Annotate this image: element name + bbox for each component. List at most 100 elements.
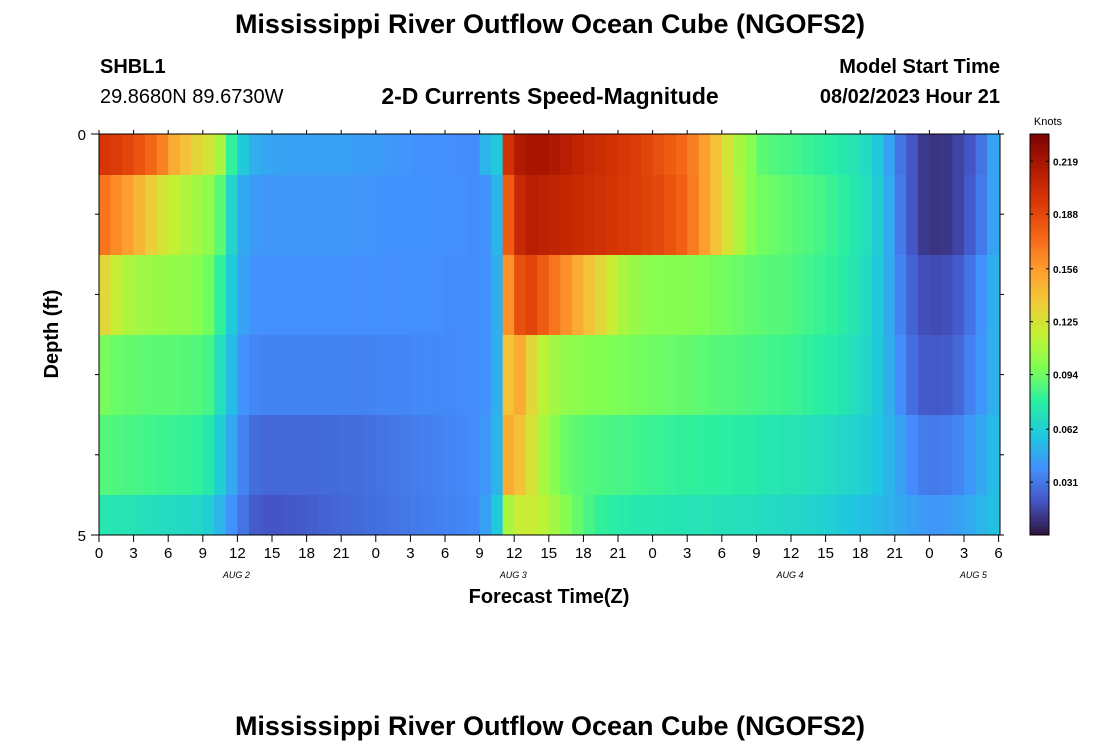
colorbar-segment <box>1030 434 1049 439</box>
heatmap-cell <box>733 175 746 255</box>
heatmap-cell <box>848 175 861 255</box>
heatmap-cell <box>375 134 388 175</box>
heatmap-cell <box>641 335 654 415</box>
heatmap-cell <box>756 175 769 255</box>
heatmap-cell <box>433 335 446 415</box>
heatmap-cell <box>779 134 792 175</box>
colorbar-segment <box>1030 217 1049 222</box>
heatmap-cell <box>99 175 100 255</box>
heatmap-cell <box>260 495 273 535</box>
heatmap-cell <box>202 335 215 415</box>
heatmap-cell <box>1010 495 1022 535</box>
heatmap-cell <box>133 175 146 255</box>
heatmap-cell <box>1091 134 1100 175</box>
heatmap-cell <box>894 335 907 415</box>
colorbar-segment <box>1030 294 1049 299</box>
heatmap-cell <box>1091 255 1100 335</box>
heatmap-cell <box>618 255 631 335</box>
heatmap-cell <box>156 335 169 415</box>
x-tick-label: 18 <box>298 545 315 562</box>
heatmap-cell <box>99 255 112 335</box>
heatmap-cell <box>975 335 988 415</box>
heatmap-cell <box>1010 415 1022 495</box>
heatmap-cell <box>272 255 285 335</box>
heatmap-cell <box>456 134 469 175</box>
heatmap-cell <box>583 175 596 255</box>
heatmap-cell <box>133 415 146 495</box>
colorbar-segment <box>1030 344 1049 349</box>
heatmap-cell <box>641 495 654 535</box>
colorbar-segment <box>1030 234 1049 239</box>
heatmap-cell <box>733 134 746 175</box>
heatmap-cell <box>687 255 700 335</box>
heatmap-cell <box>964 415 977 495</box>
page-title: Mississippi River Outflow Ocean Cube (NG… <box>234 9 866 39</box>
heatmap-cell <box>894 255 907 335</box>
heatmap-cell <box>99 134 100 175</box>
heatmap-cell <box>560 495 573 535</box>
colorbar-segment <box>1030 287 1049 292</box>
heatmap-cell <box>929 495 942 535</box>
x-tick-label: 15 <box>540 545 557 562</box>
heatmap-cell <box>744 495 757 535</box>
heatmap-cell <box>306 134 319 175</box>
heatmap-cell <box>975 134 988 175</box>
colorbar-tick-label: 0.188 <box>1053 210 1078 221</box>
heatmap-cell <box>456 255 469 335</box>
heatmap-cell <box>214 255 227 335</box>
colorbar-segment <box>1030 371 1049 376</box>
heatmap-cell <box>1079 255 1091 335</box>
heatmap-cell <box>675 255 688 335</box>
heatmap-cell <box>479 255 492 335</box>
heatmap-cell <box>468 175 481 255</box>
heatmap-cell <box>860 335 873 415</box>
heatmap-cell <box>906 134 919 175</box>
colorbar-segment <box>1030 397 1049 402</box>
colorbar-segment <box>1030 464 1049 469</box>
heatmap-cell <box>652 175 665 255</box>
heatmap-cell <box>906 255 919 335</box>
colorbar-segment <box>1030 154 1049 158</box>
heatmap-cell <box>837 335 850 415</box>
colorbar-segment <box>1030 337 1049 342</box>
heatmap-cell <box>502 415 515 495</box>
heatmap-cell <box>871 415 884 495</box>
colorbar-segment <box>1030 504 1049 509</box>
colorbar-segment <box>1030 484 1049 489</box>
colorbar-segment <box>1030 347 1049 352</box>
heatmap-cell <box>1056 134 1068 175</box>
heatmap-cell <box>295 134 308 175</box>
y-tick-label: 5 <box>78 528 86 545</box>
heatmap-cell <box>99 175 112 255</box>
heatmap-cell <box>295 415 308 495</box>
colorbar-segment <box>1030 367 1049 372</box>
heatmap-cell <box>318 255 331 335</box>
colorbar-segment <box>1030 240 1049 245</box>
heatmap-cell <box>502 255 515 335</box>
heatmap-cell <box>664 335 677 415</box>
heatmap-cell <box>168 175 181 255</box>
heatmap-cell <box>410 415 423 495</box>
colorbar-segment <box>1030 307 1049 312</box>
heatmap-cell <box>248 134 262 175</box>
heatmap-cell <box>445 255 458 335</box>
colorbar-segment <box>1030 144 1049 148</box>
heatmap-cell <box>744 255 757 335</box>
heatmap-cell <box>929 335 942 415</box>
heatmap-cell <box>329 335 342 415</box>
heatmap-cell <box>110 134 123 175</box>
heatmap-cell <box>594 415 608 495</box>
heatmap-cell <box>133 134 146 175</box>
colorbar-segment <box>1030 361 1049 366</box>
heatmap-cell <box>814 335 827 415</box>
colorbar-segment <box>1030 438 1049 442</box>
heatmap-cell <box>260 335 273 415</box>
colorbar-segment <box>1030 481 1049 486</box>
heatmap-cell <box>237 255 250 335</box>
colorbar-segment <box>1030 377 1049 382</box>
heatmap-cell <box>306 335 319 415</box>
heatmap-cell <box>652 335 665 415</box>
heatmap-cell <box>318 175 331 255</box>
heatmap-cell <box>514 255 527 335</box>
heatmap-cell <box>940 415 954 495</box>
